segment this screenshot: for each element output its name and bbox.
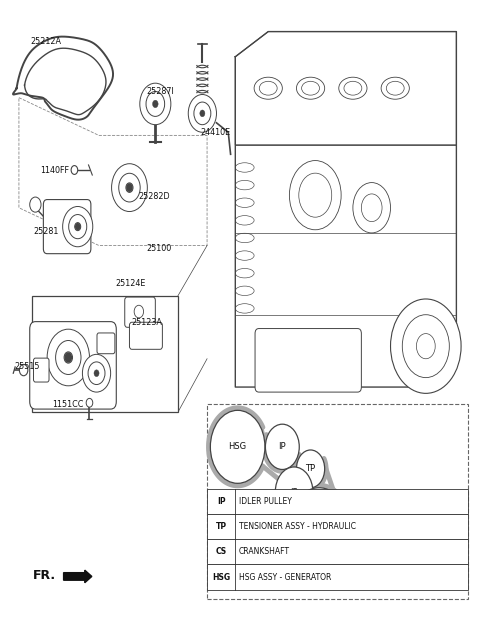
- Circle shape: [75, 223, 81, 230]
- Text: 25515: 25515: [14, 362, 40, 371]
- Circle shape: [63, 207, 93, 247]
- FancyBboxPatch shape: [207, 564, 468, 589]
- Text: TENSIONER ASSY - HYDRAULIC: TENSIONER ASSY - HYDRAULIC: [239, 522, 356, 531]
- Text: 1151CC: 1151CC: [52, 399, 83, 408]
- Text: 25287I: 25287I: [146, 87, 174, 96]
- Circle shape: [353, 182, 391, 233]
- Text: 25100: 25100: [146, 244, 171, 253]
- Text: 1140FF: 1140FF: [40, 166, 69, 175]
- Circle shape: [276, 467, 313, 517]
- Text: IDLER PULLEY: IDLER PULLEY: [239, 497, 292, 506]
- Circle shape: [146, 91, 165, 116]
- Circle shape: [288, 488, 349, 569]
- Text: TP: TP: [216, 522, 227, 531]
- Text: 25282D: 25282D: [139, 192, 170, 201]
- Text: CS: CS: [216, 548, 227, 557]
- Circle shape: [194, 102, 211, 125]
- Circle shape: [30, 197, 41, 212]
- FancyBboxPatch shape: [207, 489, 468, 514]
- Circle shape: [210, 410, 265, 483]
- Circle shape: [289, 160, 341, 230]
- Circle shape: [56, 340, 81, 374]
- Polygon shape: [235, 31, 456, 387]
- FancyBboxPatch shape: [97, 333, 115, 354]
- Circle shape: [153, 100, 158, 108]
- FancyBboxPatch shape: [207, 539, 468, 564]
- Circle shape: [86, 399, 93, 407]
- Circle shape: [111, 164, 147, 211]
- Circle shape: [75, 223, 81, 230]
- FancyBboxPatch shape: [32, 296, 178, 412]
- Text: 24410E: 24410E: [200, 128, 230, 137]
- FancyBboxPatch shape: [30, 322, 116, 409]
- Circle shape: [88, 362, 105, 385]
- Circle shape: [188, 94, 216, 132]
- Circle shape: [119, 173, 140, 202]
- Circle shape: [71, 166, 78, 175]
- Circle shape: [19, 365, 28, 376]
- Text: 25123A: 25123A: [132, 318, 163, 327]
- Circle shape: [126, 183, 133, 193]
- Text: 25212A: 25212A: [31, 37, 61, 46]
- Circle shape: [83, 354, 110, 392]
- Text: IP: IP: [278, 442, 286, 451]
- FancyBboxPatch shape: [34, 358, 49, 382]
- Text: HSG: HSG: [228, 442, 247, 451]
- FancyBboxPatch shape: [125, 297, 156, 327]
- Circle shape: [265, 424, 299, 469]
- Text: 25124E: 25124E: [115, 279, 146, 288]
- Circle shape: [297, 450, 324, 488]
- FancyBboxPatch shape: [130, 322, 162, 349]
- Circle shape: [140, 83, 171, 125]
- Circle shape: [391, 299, 461, 394]
- Circle shape: [69, 214, 87, 239]
- Text: CRANKSHAFT: CRANKSHAFT: [239, 548, 290, 557]
- Text: 25281: 25281: [33, 227, 59, 236]
- Text: CS: CS: [313, 524, 324, 533]
- Text: TP: TP: [305, 464, 316, 473]
- Circle shape: [94, 370, 99, 377]
- Text: IP: IP: [217, 497, 226, 506]
- FancyBboxPatch shape: [207, 404, 468, 599]
- FancyBboxPatch shape: [207, 514, 468, 539]
- Circle shape: [47, 329, 89, 386]
- Circle shape: [64, 352, 72, 363]
- FancyBboxPatch shape: [255, 329, 361, 392]
- FancyArrow shape: [63, 570, 92, 583]
- Circle shape: [64, 352, 72, 363]
- Circle shape: [200, 110, 205, 117]
- Circle shape: [126, 184, 132, 192]
- Text: HSG ASSY - GENERATOR: HSG ASSY - GENERATOR: [239, 573, 331, 582]
- FancyBboxPatch shape: [43, 200, 91, 254]
- Text: FR.: FR.: [33, 569, 56, 582]
- Text: IP: IP: [290, 488, 298, 497]
- Text: HSG: HSG: [212, 573, 230, 582]
